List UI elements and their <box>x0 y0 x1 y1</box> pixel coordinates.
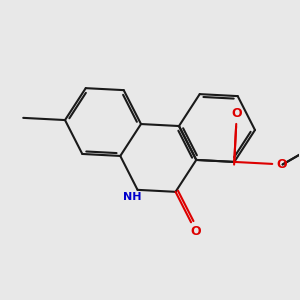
Text: O: O <box>232 107 242 120</box>
Text: NH: NH <box>123 192 142 202</box>
Text: O: O <box>276 158 287 171</box>
Text: O: O <box>190 225 201 238</box>
